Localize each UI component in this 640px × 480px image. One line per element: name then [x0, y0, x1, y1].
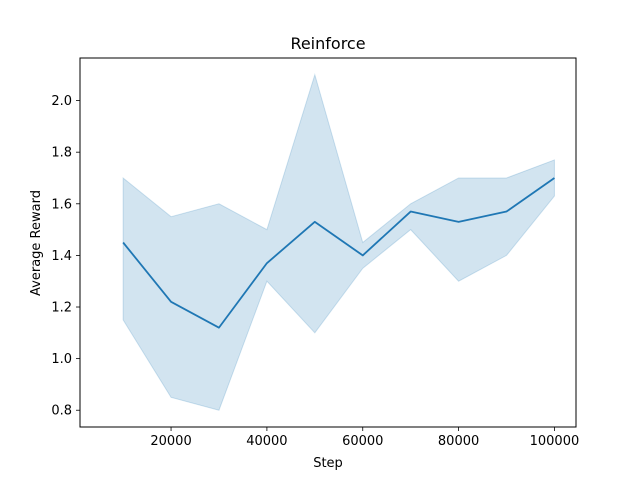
y-tick-label: 0.8 — [51, 404, 72, 419]
y-tick-label: 1.4 — [51, 249, 72, 264]
y-axis-label: Average Reward — [29, 190, 44, 296]
data-point — [506, 211, 508, 213]
x-tick-label: 100000 — [530, 434, 580, 449]
y-tick-label: 1.0 — [51, 352, 72, 367]
x-tick-label: 40000 — [246, 434, 287, 449]
data-point — [553, 177, 555, 179]
data-point — [314, 221, 316, 223]
data-point — [410, 211, 412, 213]
x-tick-label: 20000 — [150, 434, 191, 449]
chart-title: Reinforce — [290, 34, 365, 53]
y-tick-label: 2.0 — [51, 94, 72, 109]
data-point — [362, 254, 364, 256]
confidence-band — [122, 73, 555, 411]
y-tick-label: 1.6 — [51, 197, 72, 212]
data-point — [218, 327, 220, 329]
y-tick-label: 1.8 — [51, 146, 72, 161]
data-point — [266, 262, 268, 264]
x-tick-label: 80000 — [438, 434, 479, 449]
data-point — [458, 221, 460, 223]
data-point — [170, 301, 172, 303]
x-tick-label: 60000 — [342, 434, 383, 449]
x-axis-label: Step — [313, 456, 343, 471]
y-tick-label: 1.2 — [51, 301, 72, 316]
x-axis: 20000 40000 60000 80000 100000 — [150, 427, 579, 449]
axes-frame — [79, 57, 577, 428]
y-axis: 0.8 1.0 1.2 1.4 1.6 1.8 2.0 — [51, 94, 80, 419]
plot-area — [122, 73, 555, 411]
series-line — [122, 177, 555, 329]
data-point — [122, 242, 124, 244]
